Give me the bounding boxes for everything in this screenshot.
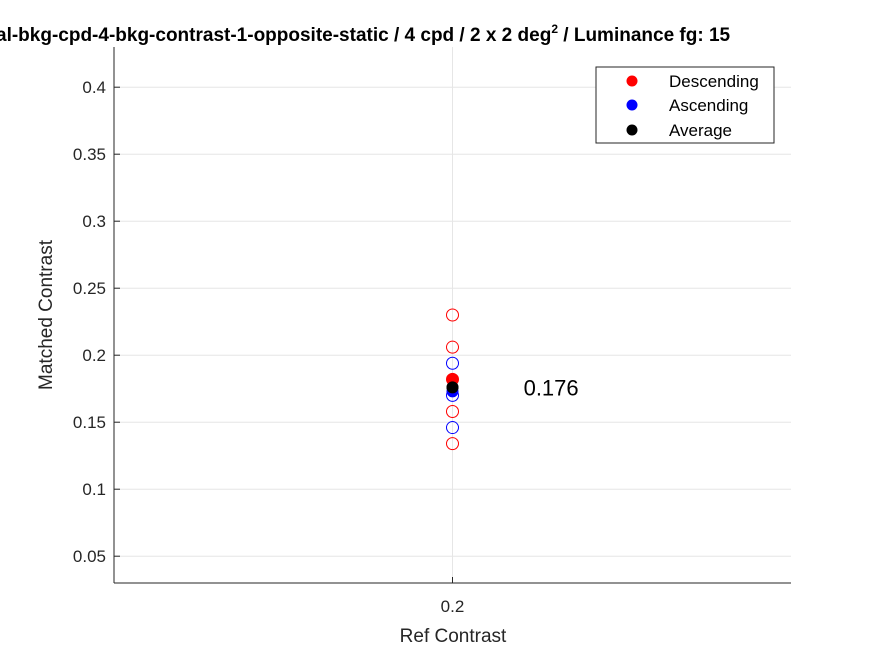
y-tick-label: 0.4 — [82, 78, 106, 97]
legend-box — [595, 66, 775, 144]
y-tick-label: 0.3 — [82, 212, 106, 231]
legend-marker-average — [626, 124, 638, 136]
chart-title-suffix: / Luminance fg: 15 — [558, 25, 731, 46]
data-points — [446, 308, 459, 451]
legend-marker-descending — [626, 75, 638, 87]
chart-title: al-bkg-cpd-4-bkg-contrast-1-opposite-sta… — [0, 22, 731, 46]
average-marker — [446, 381, 459, 394]
descending-data-point — [446, 340, 459, 354]
chart-title-main: al-bkg-cpd-4-bkg-contrast-1-opposite-sta… — [0, 25, 551, 46]
y-tick-label: 0.2 — [82, 346, 106, 365]
descending-data-point — [446, 437, 459, 451]
legend-label-ascending: Ascending — [669, 96, 748, 115]
ascending-data-point — [446, 356, 459, 370]
legend: Descending Ascending Average — [595, 66, 775, 144]
y-axis-label: Matched Contrast — [36, 239, 57, 390]
y-tick-label: 0.05 — [73, 547, 106, 566]
legend-label-descending: Descending — [669, 72, 759, 91]
y-tick-label: 0.15 — [73, 413, 106, 432]
x-axis-label: Ref Contrast — [400, 626, 507, 647]
axis-ticks: 0.05 0.1 0.15 0.2 0.25 0.3 0.35 0.4 0.2 — [73, 78, 464, 616]
x-tick-label: 0.2 — [441, 597, 465, 616]
average-value-annotation: 0.176 — [524, 375, 579, 400]
y-tick-label: 0.25 — [73, 279, 106, 298]
chart-title-superscript: 2 — [551, 22, 558, 36]
legend-label-average: Average — [669, 121, 732, 140]
y-tick-label: 0.1 — [82, 480, 106, 499]
ascending-data-point — [446, 421, 459, 435]
descending-data-point — [446, 308, 459, 322]
y-tick-label: 0.35 — [73, 145, 106, 164]
legend-marker-ascending — [626, 99, 638, 111]
descending-data-point — [446, 404, 459, 418]
